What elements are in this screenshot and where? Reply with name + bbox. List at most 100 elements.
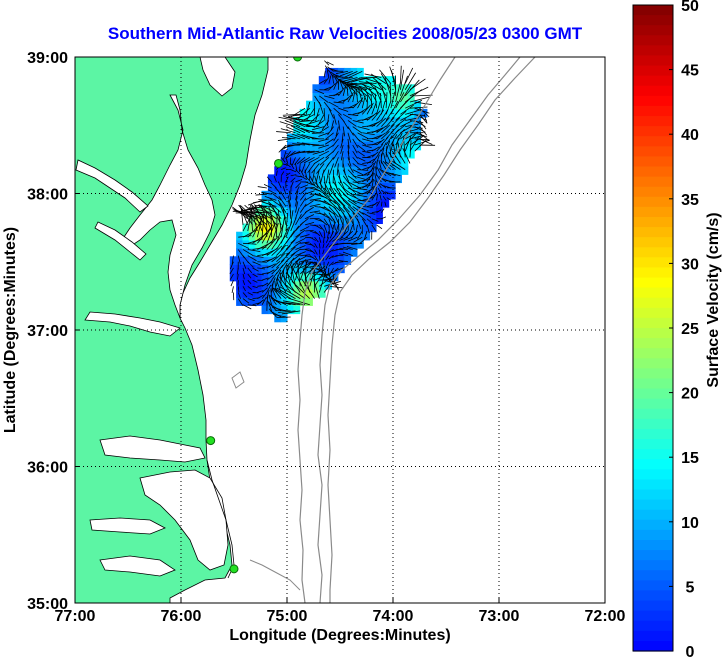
velocity-vector xyxy=(247,292,254,296)
colorbar-segment xyxy=(633,5,673,16)
velocity-vector xyxy=(302,267,311,293)
velocity-cell xyxy=(388,190,396,200)
velocity-vector xyxy=(371,193,377,201)
velocity-cell xyxy=(306,100,313,110)
velocity-vector xyxy=(395,110,407,121)
velocity-vector xyxy=(332,150,339,160)
velocity-vector xyxy=(331,267,339,274)
velocity-vector xyxy=(339,77,353,80)
lon-tick-label: 74:00 xyxy=(373,608,414,625)
velocity-vector xyxy=(257,228,271,244)
velocity-cell xyxy=(312,133,320,143)
velocity-vector xyxy=(366,94,369,109)
colorbar-ticks: 0 5 10 15 20 25 30 35 40 45 50 xyxy=(669,0,699,659)
colorbar-segment xyxy=(633,580,673,592)
velocity-vector xyxy=(338,206,348,220)
velocity-vector xyxy=(237,255,241,265)
colorbar-segment xyxy=(633,307,673,319)
velocity-vector xyxy=(305,120,320,126)
velocity-cell xyxy=(401,141,409,151)
velocity-cell xyxy=(356,239,364,249)
velocity-vector xyxy=(391,150,401,164)
colorbar-tick-label: 10 xyxy=(681,515,699,532)
velocity-cell xyxy=(318,248,326,257)
velocity-vector xyxy=(231,286,234,294)
velocity-cell xyxy=(369,100,377,110)
velocity-cell xyxy=(369,108,377,118)
velocity-vector xyxy=(314,236,319,243)
velocity-cell xyxy=(356,174,364,184)
velocity-vector xyxy=(278,144,287,153)
velocity-vector xyxy=(304,249,313,253)
colorbar-segment xyxy=(633,216,673,228)
velocity-cell xyxy=(356,84,364,93)
velocity-vector xyxy=(280,144,291,151)
velocity-cell xyxy=(287,174,294,184)
velocity-cell xyxy=(274,174,282,184)
colorbar-segment xyxy=(633,297,673,309)
velocity-vector xyxy=(323,212,333,222)
velocity-vector xyxy=(333,206,343,219)
velocity-vector xyxy=(390,117,401,127)
velocity-vector xyxy=(276,131,291,134)
colorbar-segment xyxy=(633,428,673,440)
lat-tick-label: 39:00 xyxy=(27,50,68,67)
velocity-vector xyxy=(252,199,267,204)
velocity-vector xyxy=(333,114,337,125)
velocity-vector xyxy=(376,109,385,121)
velocity-vector xyxy=(318,144,329,149)
velocity-cell xyxy=(318,100,326,110)
velocity-vector xyxy=(309,175,316,186)
velocity-cell xyxy=(376,182,383,192)
velocity-vector xyxy=(286,268,292,287)
velocity-vector xyxy=(261,211,265,238)
velocity-cell xyxy=(344,149,352,159)
velocity-vector xyxy=(277,209,282,232)
velocity-vector xyxy=(309,236,317,241)
lon-tick-label: 75:00 xyxy=(267,608,308,625)
velocity-vector xyxy=(419,120,427,130)
velocity-vector xyxy=(339,253,349,256)
velocity-vector xyxy=(231,255,234,265)
velocity-vector xyxy=(414,138,430,141)
velocity-cell xyxy=(293,149,301,159)
colorbar-tick-label: 25 xyxy=(681,321,699,338)
velocity-cell xyxy=(331,141,339,151)
velocity-vector xyxy=(309,255,317,261)
velocity-cell xyxy=(312,239,320,249)
velocity-vector xyxy=(323,193,337,205)
velocity-cell xyxy=(299,280,307,290)
velocity-vector xyxy=(352,126,363,134)
velocity-cell xyxy=(350,108,358,118)
velocity-cell xyxy=(325,231,333,241)
colorbar-segment xyxy=(633,469,673,481)
velocity-cell xyxy=(382,149,390,159)
velocity-vector xyxy=(385,100,392,115)
velocity-vector xyxy=(371,101,377,115)
velocity-cell xyxy=(280,239,288,249)
velocity-cell xyxy=(318,280,326,290)
velocity-vector xyxy=(266,279,273,287)
velocity-vector xyxy=(328,261,334,267)
velocity-cell xyxy=(236,272,243,282)
velocity-vector xyxy=(261,224,273,244)
velocity-vector xyxy=(300,218,309,226)
velocity-cell xyxy=(299,198,307,208)
velocity-vector xyxy=(338,224,344,235)
velocity-vector xyxy=(291,281,311,299)
velocity-cell xyxy=(267,190,275,200)
velocity-vector xyxy=(254,204,272,207)
velocity-cell xyxy=(306,117,313,126)
colorbar-tick-label: 15 xyxy=(681,450,699,467)
velocity-vector xyxy=(352,144,358,154)
velocity-vector xyxy=(376,174,382,183)
velocity-vector xyxy=(319,224,325,232)
velocity-vector xyxy=(387,172,401,177)
velocity-vector xyxy=(295,186,300,195)
velocity-vector xyxy=(347,145,350,155)
velocity-vector xyxy=(334,267,344,272)
velocity-vector xyxy=(269,198,282,207)
velocity-vector xyxy=(285,213,289,232)
colorbar-segment xyxy=(633,227,673,238)
velocity-vector xyxy=(409,135,424,146)
